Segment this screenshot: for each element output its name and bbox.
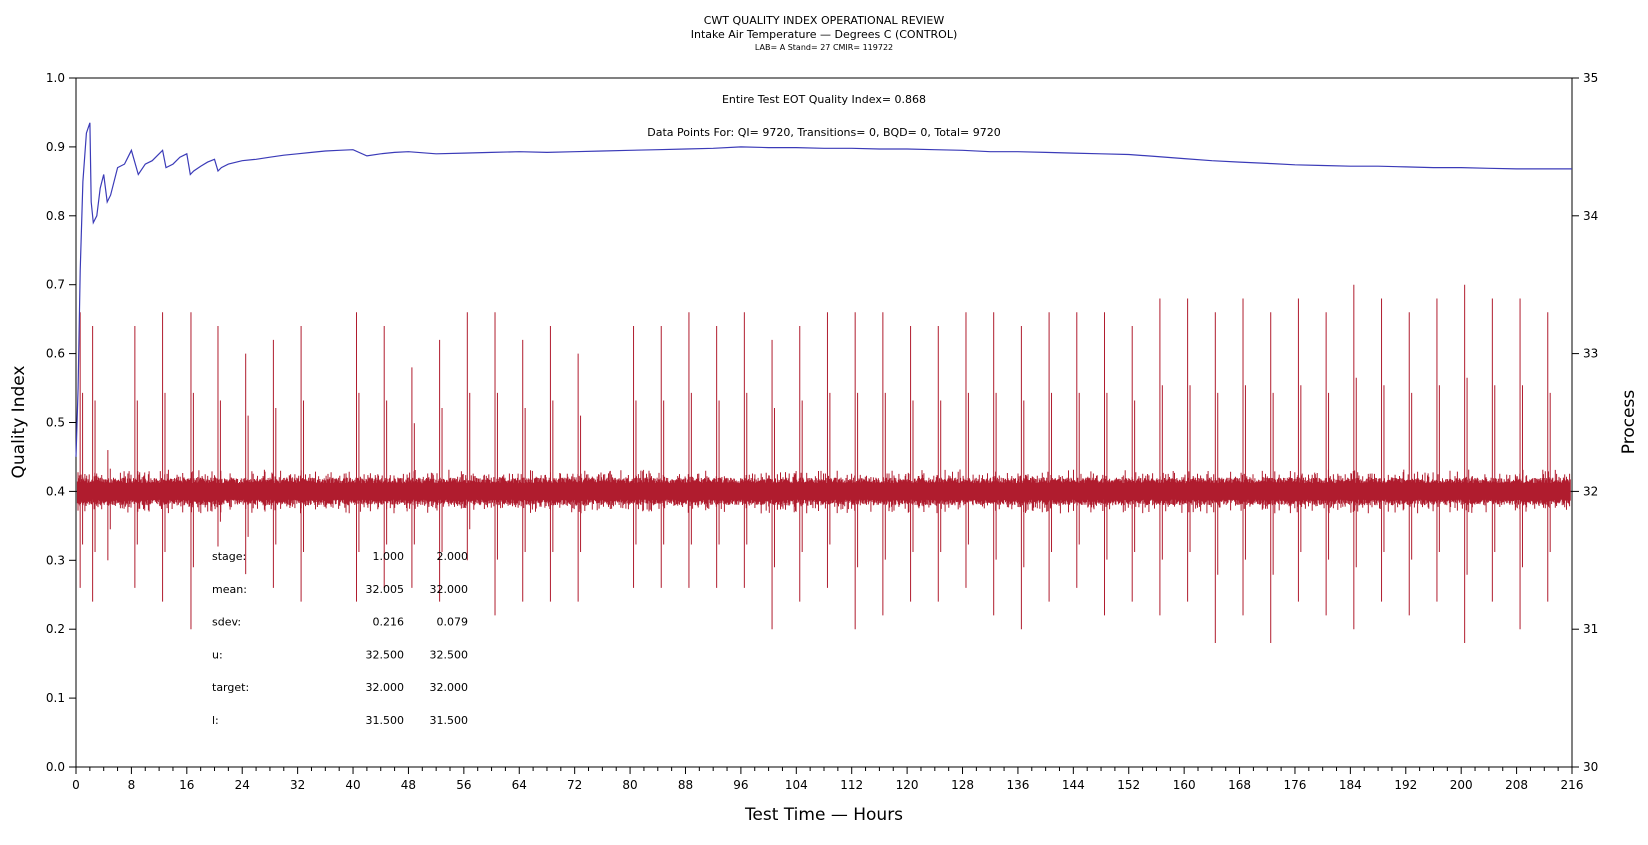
x-tick-label: 200 [1450,778,1473,792]
x-tick-label: 88 [678,778,693,792]
plot-frame [75,77,1573,768]
y-tick-label: 1.0 [46,71,65,85]
x-tick-label: 120 [896,778,919,792]
chart-subtitle: Intake Air Temperature — Degrees C (CONT… [691,28,958,41]
x-tick-label: 128 [951,778,974,792]
stats-row-value-2: 32.000 [430,583,469,596]
stats-row-value-1: 0.216 [373,616,405,629]
y-tick-label: 0.2 [46,622,65,636]
y-tick-label: 0.9 [46,140,65,154]
chart-meta: LAB= A Stand= 27 CMIR= 119722 [755,43,893,52]
x-tick-label: 176 [1284,778,1307,792]
y-axis-label: Quality Index [9,366,29,479]
x-tick-label: 72 [567,778,582,792]
stats-row-value-2: 2.000 [437,550,469,563]
x-tick-label: 40 [345,778,360,792]
stats-row-label: sdev: [212,616,241,629]
stats-row-value-1: 32.500 [366,648,405,661]
y2-tick-label: 33 [1583,347,1598,361]
x-tick-label: 8 [128,778,136,792]
stats-table: stage: 1.000 2.000 mean: 32.005 32.000 sdev: 0.… [212,550,468,727]
x-tick-label: 184 [1339,778,1362,792]
y2-tick-label: 30 [1583,760,1598,774]
y2-axis-ticks: 30 31 32 33 34 35 [1572,71,1598,774]
stats-row-value-1: 31.500 [366,714,405,727]
process-series [76,284,1571,643]
x-tick-label: 112 [840,778,863,792]
y-tick-label: 0.4 [46,484,65,498]
y2-tick-label: 34 [1583,209,1598,223]
y2-tick-label: 32 [1583,484,1598,498]
x-tick-label: 208 [1505,778,1528,792]
x-tick-label: 144 [1062,778,1085,792]
stats-row-value-2: 32.500 [430,648,469,661]
stats-row-value-1: 32.005 [366,583,405,596]
y-axis-ticks: 0.0 0.1 0.2 0.3 0.4 0.5 0.6 0.7 0.8 0.9 1.0 [46,71,76,774]
stats-row-label: u: [212,648,223,661]
x-tick-label: 216 [1561,778,1584,792]
x-tick-label: 152 [1117,778,1140,792]
x-tick-label: 168 [1228,778,1251,792]
x-tick-label: 104 [785,778,808,792]
x-axis-label: Test Time — Hours [744,805,903,825]
y-tick-label: 0.5 [46,416,65,430]
x-tick-label: 0 [72,778,80,792]
stats-row-label: mean: [212,583,247,596]
x-tick-label: 160 [1173,778,1196,792]
stats-row-value-2: 31.500 [430,714,469,727]
x-tick-label: 64 [512,778,527,792]
y-tick-label: 0.6 [46,347,65,361]
stats-row-value-2: 32.000 [430,681,469,694]
chart-title: CWT QUALITY INDEX OPERATIONAL REVIEW [704,14,945,27]
stats-row-label: target: [212,681,249,694]
stats-row-label: l: [212,714,219,727]
x-tick-label: 192 [1394,778,1417,792]
x-axis-ticks: 0 8 16 24 32 40 48 56 64 72 80 88 96 104 112 120 128 136 1… [72,767,1583,792]
y2-tick-label: 35 [1583,71,1598,85]
y2-tick-label: 31 [1583,622,1598,636]
stats-row-value-2: 0.079 [437,616,469,629]
x-tick-label: 24 [235,778,250,792]
y-tick-label: 0.0 [46,760,65,774]
y-tick-label: 0.7 [46,278,65,292]
x-tick-label: 80 [622,778,637,792]
y-tick-label: 0.3 [46,553,65,567]
quality-index-line [75,122,1572,457]
y-tick-label: 0.8 [46,209,65,223]
x-tick-label: 56 [456,778,471,792]
stats-row-label: stage: [212,550,246,563]
data-points-annotation: Data Points For: QI= 9720, Transitions= … [647,126,1001,139]
x-tick-label: 136 [1006,778,1029,792]
stats-row-value-1: 1.000 [373,550,405,563]
x-tick-label: 16 [179,778,194,792]
x-tick-label: 32 [290,778,305,792]
eot-annotation: Entire Test EOT Quality Index= 0.868 [722,93,926,106]
x-tick-label: 48 [401,778,416,792]
process-noise-band [76,469,1571,514]
x-tick-label: 96 [733,778,748,792]
stats-row-value-1: 32.000 [366,681,405,694]
y-tick-label: 0.1 [46,691,65,705]
y2-axis-label: Process [1619,390,1639,455]
